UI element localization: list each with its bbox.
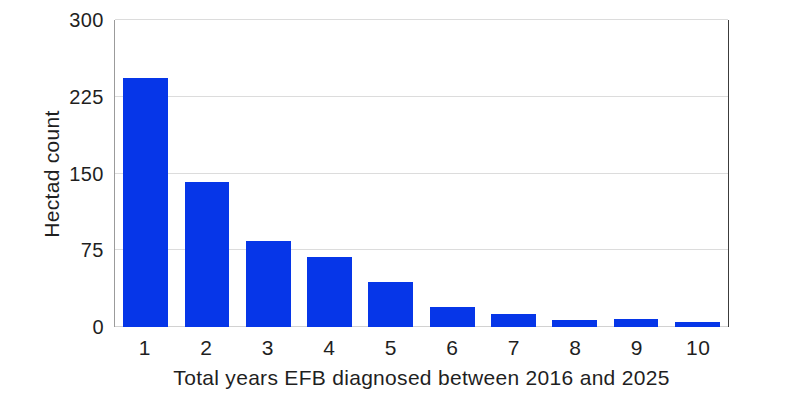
bar-slot-2 [176, 20, 237, 327]
x-tick-label-6: 6 [422, 336, 484, 360]
bar-slot-9 [605, 20, 666, 327]
y-tick-label-75: 75 [0, 240, 104, 260]
bar-6 [430, 307, 475, 327]
x-tick-label-4: 4 [299, 336, 361, 360]
y-tick-label-0: 0 [0, 317, 104, 337]
bar-1 [123, 78, 168, 327]
bar-10 [675, 322, 720, 327]
bar-4 [307, 257, 352, 327]
bar-slot-4 [299, 20, 360, 327]
bar-slot-3 [238, 20, 299, 327]
x-tick-label-8: 8 [545, 336, 607, 360]
x-tick-label-10: 10 [668, 336, 730, 360]
y-axis-tick-labels: 075150225300 [0, 20, 104, 327]
x-tick-label-3: 3 [237, 336, 299, 360]
x-tick-label-7: 7 [483, 336, 545, 360]
bar-chart-figure: Hectad count 075150225300 12345678910 To… [0, 0, 800, 400]
bar-9 [614, 319, 659, 327]
x-tick-label-1: 1 [114, 336, 176, 360]
x-axis-title: Total years EFB diagnosed between 2016 a… [114, 366, 729, 390]
x-tick-label-9: 9 [606, 336, 668, 360]
bar-slot-7 [483, 20, 544, 327]
x-tick-label-2: 2 [176, 336, 238, 360]
bar-8 [552, 320, 597, 327]
bars [115, 20, 728, 327]
bar-slot-10 [667, 20, 728, 327]
x-axis-tick-labels: 12345678910 [114, 336, 729, 360]
bar-2 [185, 182, 230, 327]
y-tick-label-225: 225 [0, 87, 104, 107]
bar-slot-8 [544, 20, 605, 327]
bar-7 [491, 314, 536, 327]
plot-area [114, 20, 729, 327]
bar-slot-1 [115, 20, 176, 327]
bar-5 [368, 282, 413, 327]
y-tick-label-300: 300 [0, 10, 104, 30]
y-tick-label-150: 150 [0, 164, 104, 184]
x-tick-label-5: 5 [360, 336, 422, 360]
bar-slot-5 [360, 20, 421, 327]
bar-3 [246, 241, 291, 327]
bar-slot-6 [421, 20, 482, 327]
